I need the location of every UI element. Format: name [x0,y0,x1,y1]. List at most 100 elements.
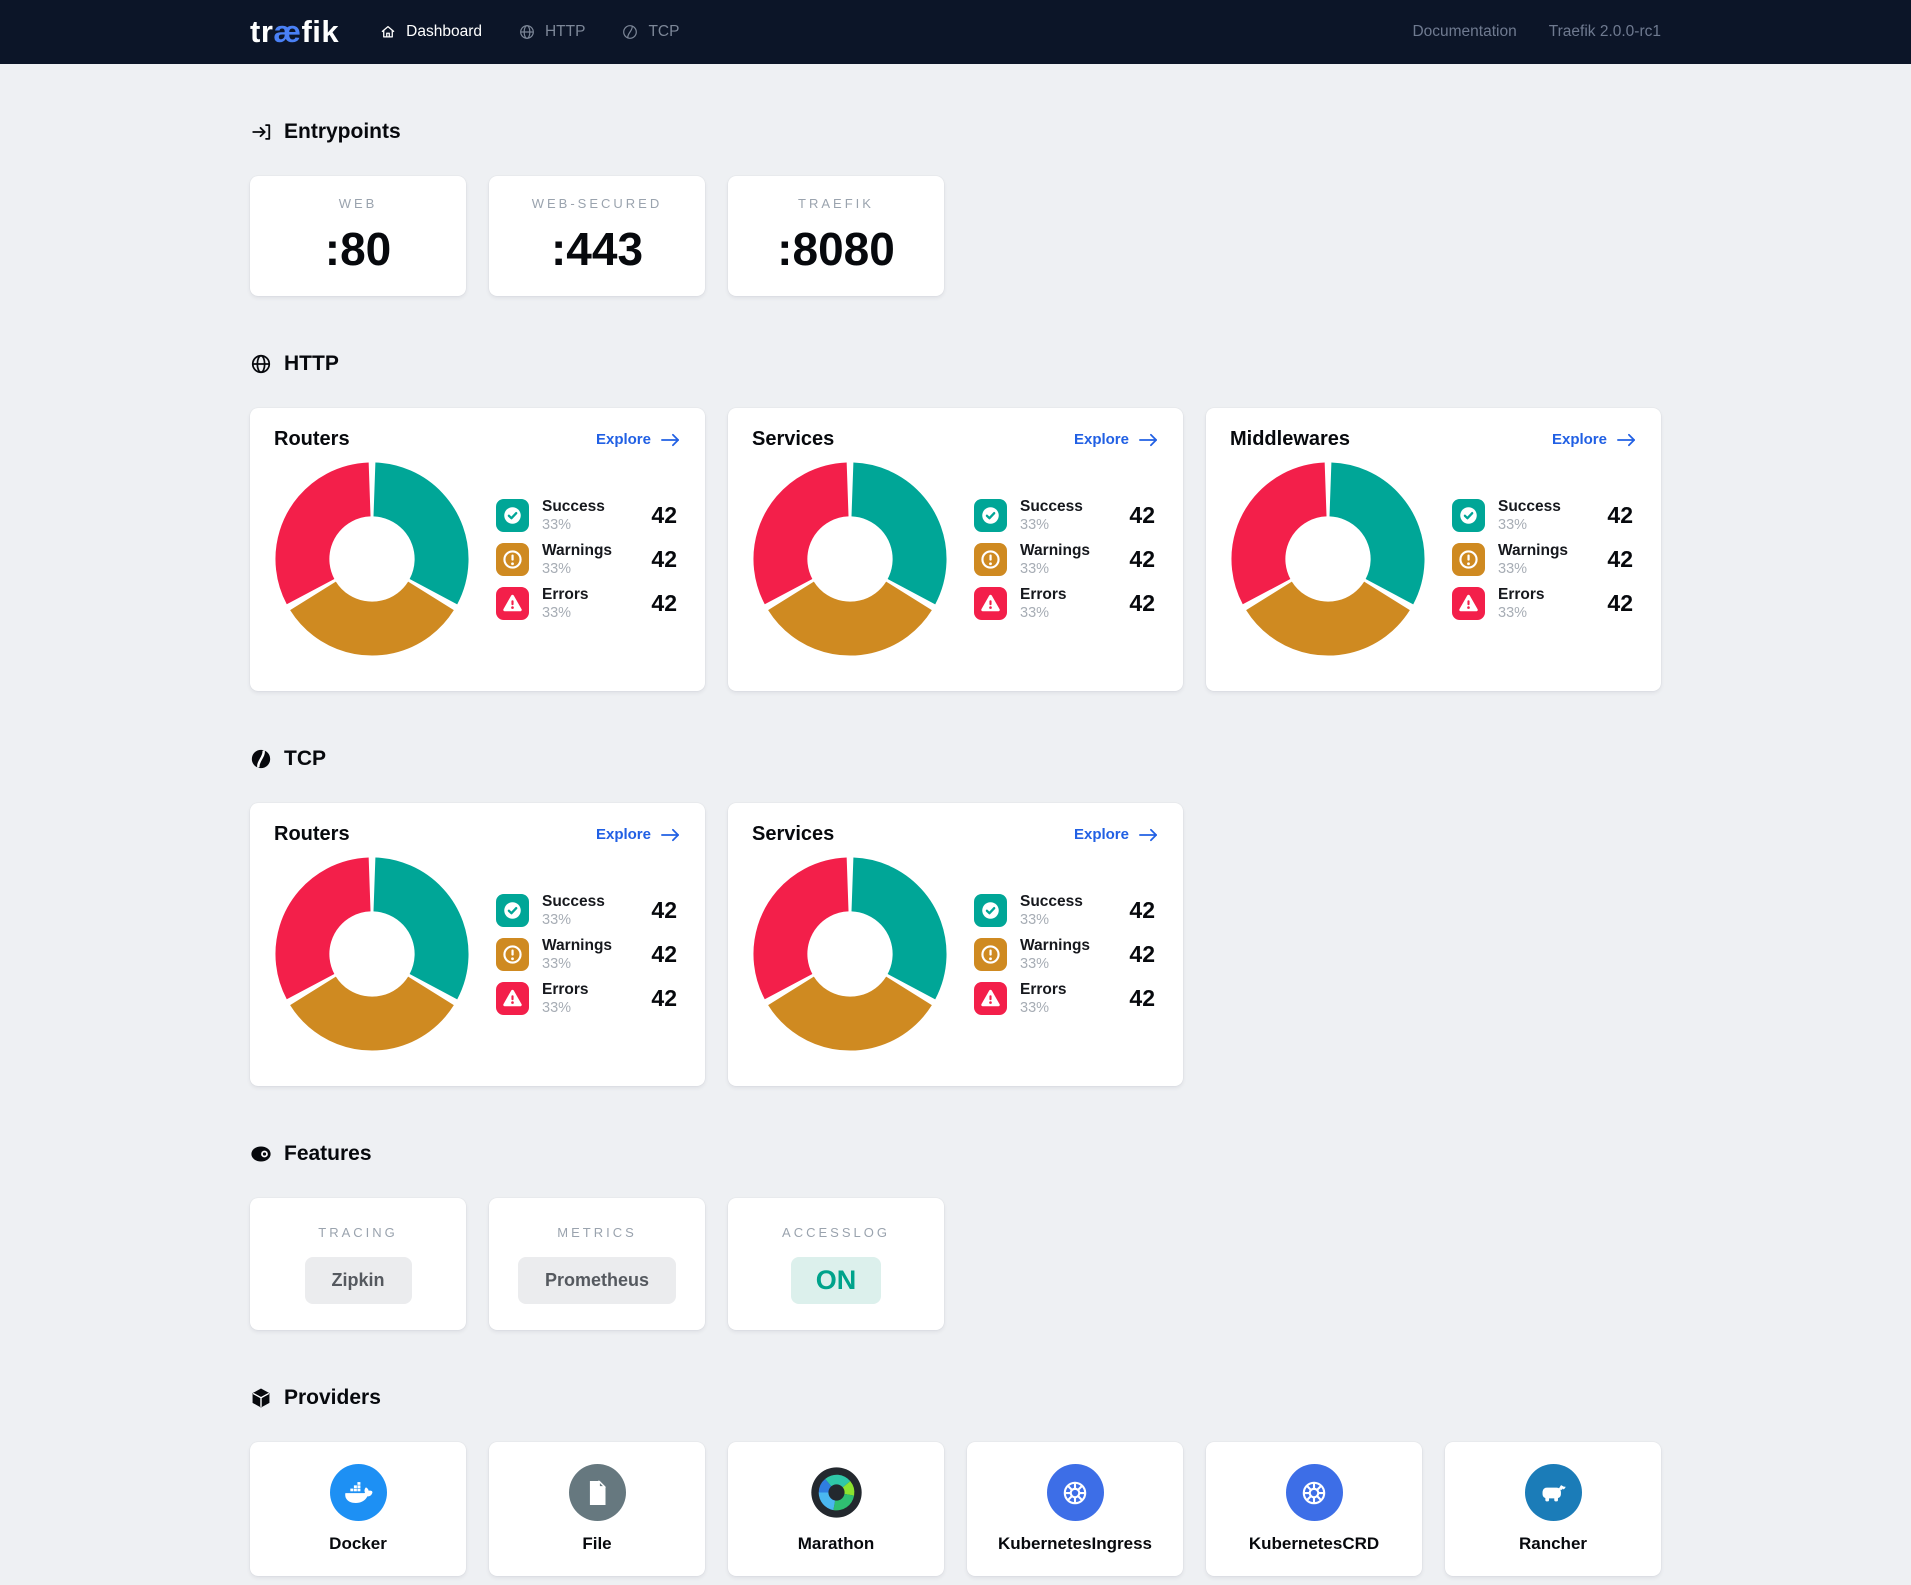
tcp-services-card: Services Explore Success 33% 42 Warnings… [728,803,1183,1086]
documentation-link[interactable]: Documentation [1412,23,1516,41]
explore-link[interactable]: Explore [596,826,681,843]
chart-legend: Success 33% 42 Warnings 33% 42 Errors 33… [974,893,1159,1016]
legend-count: 42 [651,502,681,529]
legend-percent: 33% [1020,605,1067,621]
nav-item-tcp[interactable]: TCP [621,23,679,41]
legend-count: 42 [651,590,681,617]
success-check-icon [1452,499,1485,532]
legend-percent: 33% [542,912,605,928]
provider-card-marathon: Marathon [728,1442,944,1576]
donut-chart [274,461,470,657]
legend-row-warnings: Warnings 33% 42 [496,542,681,577]
section-entrypoints: Entrypoints WEB :80 WEB-SECURED :443 TRA… [250,120,1661,296]
legend-percent: 33% [1498,605,1545,621]
dashboard-content: Entrypoints WEB :80 WEB-SECURED :443 TRA… [250,120,1661,1576]
legend-row-warnings: Warnings 33% 42 [974,542,1159,577]
home-icon [379,23,397,41]
arrow-right-icon [660,432,681,448]
legend-percent: 33% [542,561,612,577]
provider-card-file: File [489,1442,705,1576]
success-check-icon [974,894,1007,927]
file-icon [569,1464,626,1521]
legend-count: 42 [651,985,681,1012]
legend-label: Errors [1498,586,1545,604]
legend-row-success: Success 33% 42 [1452,498,1637,533]
nav-item-http[interactable]: HTTP [518,23,585,41]
success-check-icon [496,499,529,532]
section-providers: Providers Docker File Marathon Kubernete… [250,1386,1661,1576]
nav-item-label: Dashboard [406,23,482,41]
provider-card-kubernetesingress: KubernetesIngress [967,1442,1183,1576]
nav-item-label: TCP [648,23,679,41]
explore-link[interactable]: Explore [1074,826,1159,843]
section-tcp: TCP Routers Explore Success 33% 42 Warni… [250,747,1661,1086]
success-check-icon [496,894,529,927]
legend-percent: 33% [1020,956,1090,972]
version-link[interactable]: Traefik 2.0.0-rc1 [1549,23,1661,41]
logo-text: tr [250,14,273,49]
donut-chart [274,856,470,1052]
entrypoint-card-traefik: TRAEFIK :8080 [728,176,944,296]
logo-ae: æ [273,14,301,49]
entrypoints-grid: WEB :80 WEB-SECURED :443 TRAEFIK :8080 [250,176,1661,296]
legend-percent: 33% [1498,517,1561,533]
legend-label: Errors [1020,981,1067,999]
legend-label: Warnings [1020,937,1090,955]
http-middlewares-card: Middlewares Explore Success 33% 42 Warni… [1206,408,1661,691]
legend-label: Errors [542,981,589,999]
explore-link[interactable]: Explore [1074,431,1159,448]
explore-link[interactable]: Explore [1552,431,1637,448]
entrypoint-name: WEB [339,196,378,211]
legend-row-errors: Errors 33% 42 [496,586,681,621]
entrypoint-name: WEB-SECURED [532,196,663,211]
entrypoint-name: TRAEFIK [798,196,874,211]
tcp-routers-card: Routers Explore Success 33% 42 Warnings … [250,803,705,1086]
provider-label: File [582,1534,611,1554]
chart-legend: Success 33% 42 Warnings 33% 42 Errors 33… [974,498,1159,621]
nav-item-dashboard[interactable]: Dashboard [379,23,482,41]
feature-name: ACCESSLOG [782,1225,890,1240]
provider-label: Marathon [798,1534,875,1554]
arrow-right-icon [660,827,681,843]
legend-percent: 33% [1020,912,1083,928]
legend-percent: 33% [542,605,589,621]
legend-percent: 33% [1020,1000,1067,1016]
legend-percent: 33% [542,1000,589,1016]
feature-card-tracing: TRACING Zipkin [250,1198,466,1330]
chart-card-title: Middlewares [1230,428,1350,451]
legend-count: 42 [1129,985,1159,1012]
globe-icon [250,353,272,375]
features-title: Features [250,1142,1661,1166]
entrypoints-title: Entrypoints [250,120,1661,144]
feature-name: METRICS [557,1225,637,1240]
entrypoint-port: :443 [551,222,643,276]
legend-count: 42 [651,941,681,968]
traefik-logo[interactable]: træfik [250,14,339,50]
entrypoint-port: :80 [325,222,391,276]
chart-legend: Success 33% 42 Warnings 33% 42 Errors 33… [496,893,681,1016]
nav-item-label: HTTP [545,23,585,41]
features-icon [250,1143,272,1165]
legend-count: 42 [1129,502,1159,529]
kubernetes-icon [1047,1464,1104,1521]
warning-exclamation-icon [974,543,1007,576]
legend-count: 42 [651,897,681,924]
legend-row-success: Success 33% 42 [974,893,1159,928]
donut-chart [752,856,948,1052]
legend-label: Warnings [1020,542,1090,560]
legend-label: Errors [542,586,589,604]
provider-label: KubernetesIngress [998,1534,1152,1554]
entrypoint-port: :8080 [777,222,895,276]
error-triangle-icon [496,587,529,620]
feature-card-accesslog: ACCESSLOG ON [728,1198,944,1330]
legend-count: 42 [1129,941,1159,968]
warning-exclamation-icon [496,543,529,576]
error-triangle-icon [1452,587,1485,620]
http-cards-grid: Routers Explore Success 33% 42 Warnings … [250,408,1661,691]
logo-text-2: fik [301,14,339,49]
feature-value-chip: Zipkin [305,1257,412,1304]
nav-right: Documentation Traefik 2.0.0-rc1 [1412,23,1661,41]
section-http: HTTP Routers Explore Success 33% 42 Warn… [250,352,1661,691]
legend-percent: 33% [1498,561,1568,577]
explore-link[interactable]: Explore [596,431,681,448]
